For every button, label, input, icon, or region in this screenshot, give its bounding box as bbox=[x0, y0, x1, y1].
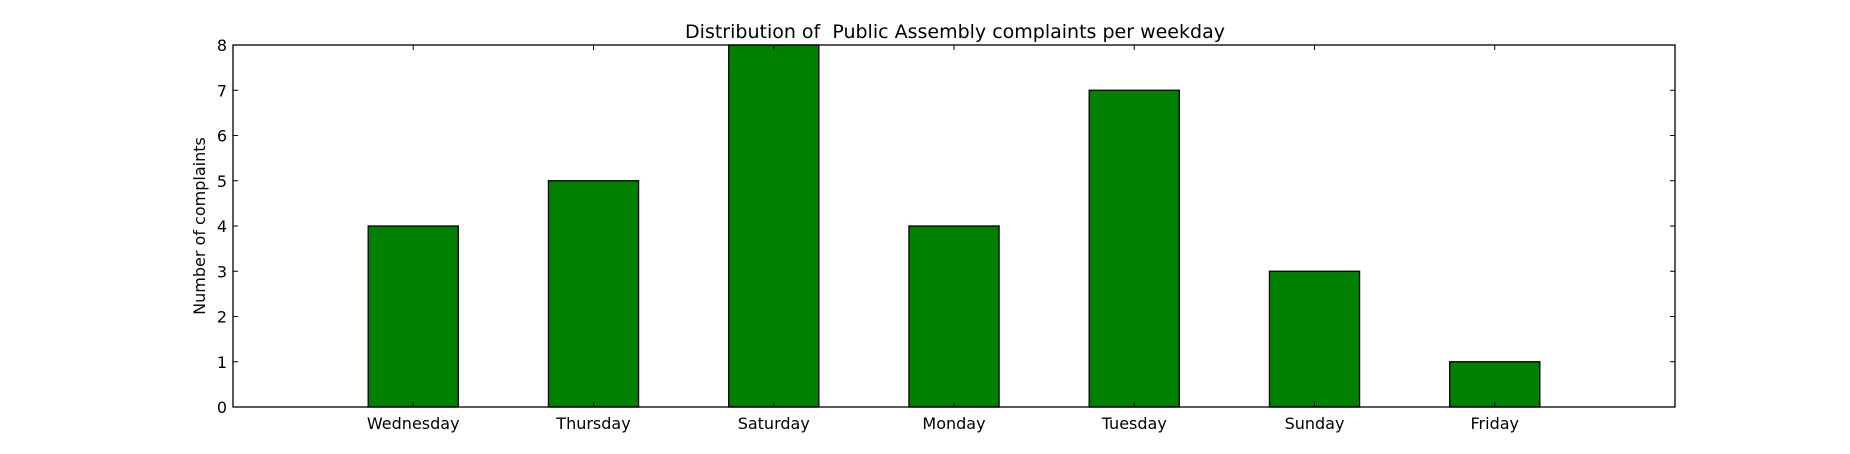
bar bbox=[1088, 89, 1180, 408]
x-tick-label: Monday bbox=[922, 414, 985, 433]
plot-frame bbox=[232, 44, 1676, 408]
bar bbox=[367, 225, 459, 408]
y-tick-label: 0 bbox=[217, 398, 227, 417]
chart-title: Distribution of Public Assembly complain… bbox=[685, 21, 1225, 43]
x-tick-label: Friday bbox=[1471, 414, 1520, 433]
y-axis-label: Number of complaints bbox=[190, 137, 209, 315]
bar bbox=[1449, 361, 1541, 408]
x-tick-label: Saturday bbox=[738, 414, 810, 433]
bars-layer bbox=[367, 44, 1541, 408]
x-tick-label: Tuesday bbox=[1101, 414, 1167, 433]
bar bbox=[547, 180, 640, 408]
y-tick-label: 4 bbox=[217, 217, 227, 236]
y-tick-label: 6 bbox=[217, 127, 227, 146]
bar bbox=[1268, 270, 1361, 408]
y-tick-label: 2 bbox=[217, 308, 227, 327]
bar bbox=[728, 44, 820, 408]
bar bbox=[908, 225, 1000, 408]
y-tick-label: 8 bbox=[217, 36, 227, 55]
axes-layer: Wednesday Thursday Saturday Monday Tuesday Su… bbox=[217, 36, 1676, 433]
x-tick-label: Wednesday bbox=[367, 414, 460, 433]
x-tick-label: Thursday bbox=[555, 414, 630, 433]
y-tick-label: 1 bbox=[217, 353, 227, 372]
x-tick-label: Sunday bbox=[1285, 414, 1345, 433]
y-tick-label: 3 bbox=[217, 262, 227, 281]
y-tick-label: 5 bbox=[217, 172, 227, 191]
y-tick-label: 7 bbox=[217, 81, 227, 100]
